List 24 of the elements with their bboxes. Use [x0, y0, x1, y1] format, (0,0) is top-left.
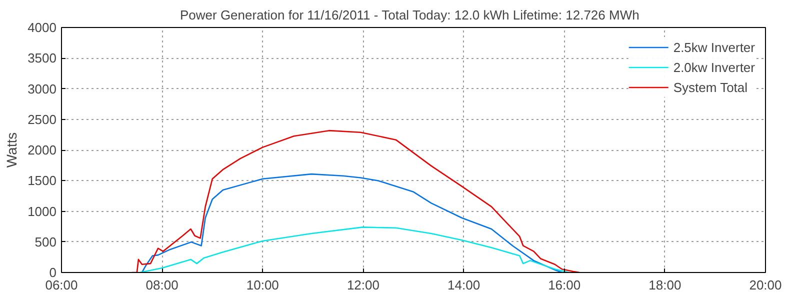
line-series — [141, 173, 562, 272]
x-tick-label: 20:00 — [749, 278, 782, 292]
line-series — [139, 226, 570, 272]
y-tick-label: 4000 — [28, 20, 56, 35]
x-tick-label: 12:00 — [346, 278, 380, 292]
chart-title: Power Generation for 11/16/2011 - Total Today: 12.0 kWh Lifetime: 12.726 MWh — [180, 8, 640, 22]
x-tick-label: 16:00 — [548, 278, 581, 292]
x-tick-label: 10:00 — [246, 278, 279, 292]
y-tick-label: 0 — [49, 265, 57, 280]
y-tick-label: 3500 — [28, 50, 56, 66]
y-tick-label: 2500 — [28, 112, 56, 127]
y-tick-label: 3000 — [28, 81, 56, 96]
legend-label: 2.5kw Inverter — [673, 39, 755, 55]
y-tick-label: 2000 — [28, 142, 56, 158]
y-axis-title: Watts — [4, 132, 20, 168]
x-tick-label: 14:00 — [448, 278, 480, 292]
legend-label: System Total — [673, 79, 748, 95]
legend-label: 2.0kw Inverter — [673, 59, 755, 75]
y-tick-label: 500 — [34, 234, 57, 250]
y-tick-label: 1500 — [28, 173, 56, 188]
x-tick-label: 18:00 — [648, 278, 682, 292]
x-tick-label: 08:00 — [146, 278, 178, 292]
y-tick-label: 1000 — [28, 204, 56, 219]
x-tick-label: 06:00 — [45, 278, 78, 292]
